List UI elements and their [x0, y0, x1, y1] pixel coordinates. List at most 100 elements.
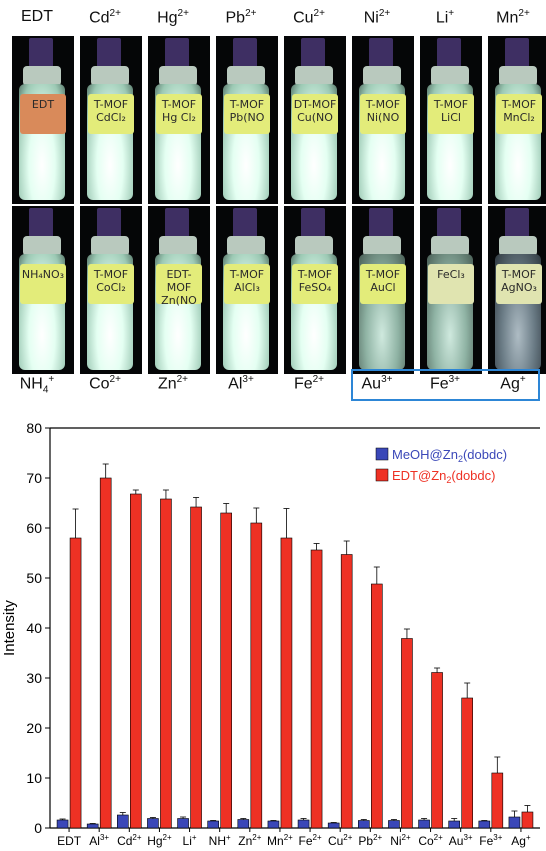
y-tick-label: 80 [26, 420, 42, 436]
ion-charge: 2+ [109, 374, 121, 385]
edt-bar-2 [130, 493, 142, 829]
vial-row-top: EDT T-MOF CdCl₂ T-MOF Hg Cl₂ T-MOF Pb(NO DT-MOF… [10, 36, 546, 204]
bottom-ion-label-1: Co2+ [74, 374, 136, 393]
ion-symbol: Cu [293, 9, 314, 27]
vial-photo-1: T-MOF CoCl₂ [80, 206, 142, 374]
vial-neck [23, 236, 61, 256]
vial-handwritten-tag: T-MOF Ni(NO [360, 94, 406, 134]
x-tick-label-15: Ag+ [511, 833, 531, 848]
vial-handwritten-tag: FeCl₃ [428, 264, 474, 304]
edt-bar-6 [250, 522, 263, 829]
vial-neck [363, 236, 401, 256]
vial-handwritten-tag: T-MOF Hg Cl₂ [156, 94, 202, 134]
vial-neck [159, 66, 197, 86]
x-tick-label-7: Mn2+ [267, 833, 293, 848]
vial-cap [165, 208, 189, 238]
meoh-bar-2 [117, 814, 129, 829]
edt-bar-0 [69, 537, 82, 829]
legend-label-1: EDT@Zn2(dobdc) [392, 468, 495, 485]
x-tick-label-12: Co2+ [418, 833, 443, 848]
vial-handwritten-tag: T-MOF FeSO₄ [292, 264, 338, 304]
vial-neck [363, 66, 401, 86]
ion-symbol: Hg [157, 9, 178, 27]
vial-neck [295, 236, 333, 256]
ion-charge: 3+ [242, 374, 254, 385]
ion-charge: 2+ [313, 8, 325, 19]
top-ion-label-3: Pb2+ [210, 8, 272, 27]
vial-photo-5: T-MOF Ni(NO [352, 36, 414, 204]
vial-handwritten-tag: T-MOF AgNO₃ [496, 264, 542, 304]
ion-symbol: Mn [496, 9, 519, 27]
meoh-bar-9 [327, 822, 340, 829]
top-ion-label-6: Li+ [414, 8, 476, 27]
edt-bar-9 [340, 554, 353, 829]
bottom-ion-label-0: NH4+ [6, 374, 68, 396]
x-tick-label-11: Ni2+ [390, 833, 411, 848]
meoh-bar-8 [297, 819, 310, 829]
ion-symbol: Fe [429, 375, 449, 393]
y-axis-label: Intensity [1, 600, 18, 656]
x-tick-label-8: Fe2+ [298, 833, 321, 848]
vial-cap [369, 38, 393, 68]
x-tick-label-0: EDT [57, 834, 82, 848]
vial-photo-2: EDT-MOF Zn(NO [148, 206, 210, 374]
ion-charge: 3+ [381, 374, 393, 385]
top-ion-label-1: Cd2+ [74, 8, 136, 27]
vial-cap [437, 208, 461, 238]
bottom-ion-label-7: Ag+ [482, 374, 544, 393]
vial-photo-5: T-MOF AuCl [352, 206, 414, 374]
bottom-ion-label-2: Zn2+ [142, 374, 204, 393]
vial-neck [499, 66, 537, 86]
edt-bar-7 [280, 537, 293, 829]
vial-neck [295, 66, 333, 86]
edt-bar-10 [371, 583, 383, 829]
vial-cap [437, 38, 461, 68]
vial-photo-0: EDT [12, 36, 74, 204]
top-ion-label-5: Ni2+ [346, 8, 408, 27]
edt-bar-15 [521, 811, 534, 829]
vial-cap [369, 208, 393, 238]
vial-handwritten-tag: DT-MOF Cu(NO [292, 94, 338, 134]
vial-neck [227, 236, 265, 256]
meoh-bar-0 [56, 819, 69, 829]
vial-neck [431, 66, 469, 86]
legend-swatch-0 [375, 447, 389, 461]
bottom-ion-label-5: Au3+ [346, 374, 408, 393]
chart-bars: EDT Al3+ Cd2+ Hg2+ Li+ NH+ Zn2+ Mn2+ Fe2+ Cu2+ Pb2… [56, 463, 534, 848]
x-tick-label-14: Fe3+ [479, 833, 502, 848]
meoh-bar-5 [207, 820, 219, 829]
vial-cap [165, 38, 189, 68]
ion-symbol: Au [361, 375, 382, 393]
ion-charge: 2+ [378, 8, 391, 19]
vial-neck [159, 236, 197, 256]
bottom-ion-label-3: Al3+ [210, 374, 272, 393]
y-tick-label: 0 [34, 820, 42, 836]
x-tick-label-10: Pb2+ [358, 833, 382, 848]
vial-handwritten-tag: T-MOF AlCl₃ [224, 264, 270, 304]
vial-cap [29, 38, 53, 68]
ion-symbol: Zn [157, 375, 177, 393]
vial-handwritten-tag: T-MOF MnCl₂ [496, 94, 542, 134]
quenched-ions-box [351, 369, 540, 401]
vial-neck [23, 66, 61, 86]
vial-cap [233, 38, 257, 68]
ion-charge: 2+ [177, 8, 189, 19]
y-tick-label: 30 [26, 670, 42, 686]
vial-handwritten-tag: EDT [20, 94, 66, 134]
meoh-bar-3 [147, 818, 159, 829]
ion-charge: + [48, 374, 55, 385]
x-tick-label-9: Cu2+ [328, 833, 353, 848]
meoh-bar-11 [388, 820, 400, 829]
vial-photo-6: FeCl₃ [420, 206, 482, 374]
ion-subscript: 4 [42, 384, 49, 396]
vial-photo-4: T-MOF FeSO₄ [284, 206, 346, 374]
y-tick-label: 70 [26, 470, 42, 486]
vial-neck [91, 236, 129, 256]
edt-bar-5 [220, 512, 232, 829]
ion-symbol: Pb [225, 9, 246, 27]
edt-bar-11 [401, 638, 413, 829]
x-tick-label-13: Au3+ [449, 833, 473, 848]
meoh-bar-1 [86, 823, 99, 829]
vial-photo-2: T-MOF Hg Cl₂ [148, 36, 210, 204]
ion-charge: 2+ [518, 8, 530, 19]
